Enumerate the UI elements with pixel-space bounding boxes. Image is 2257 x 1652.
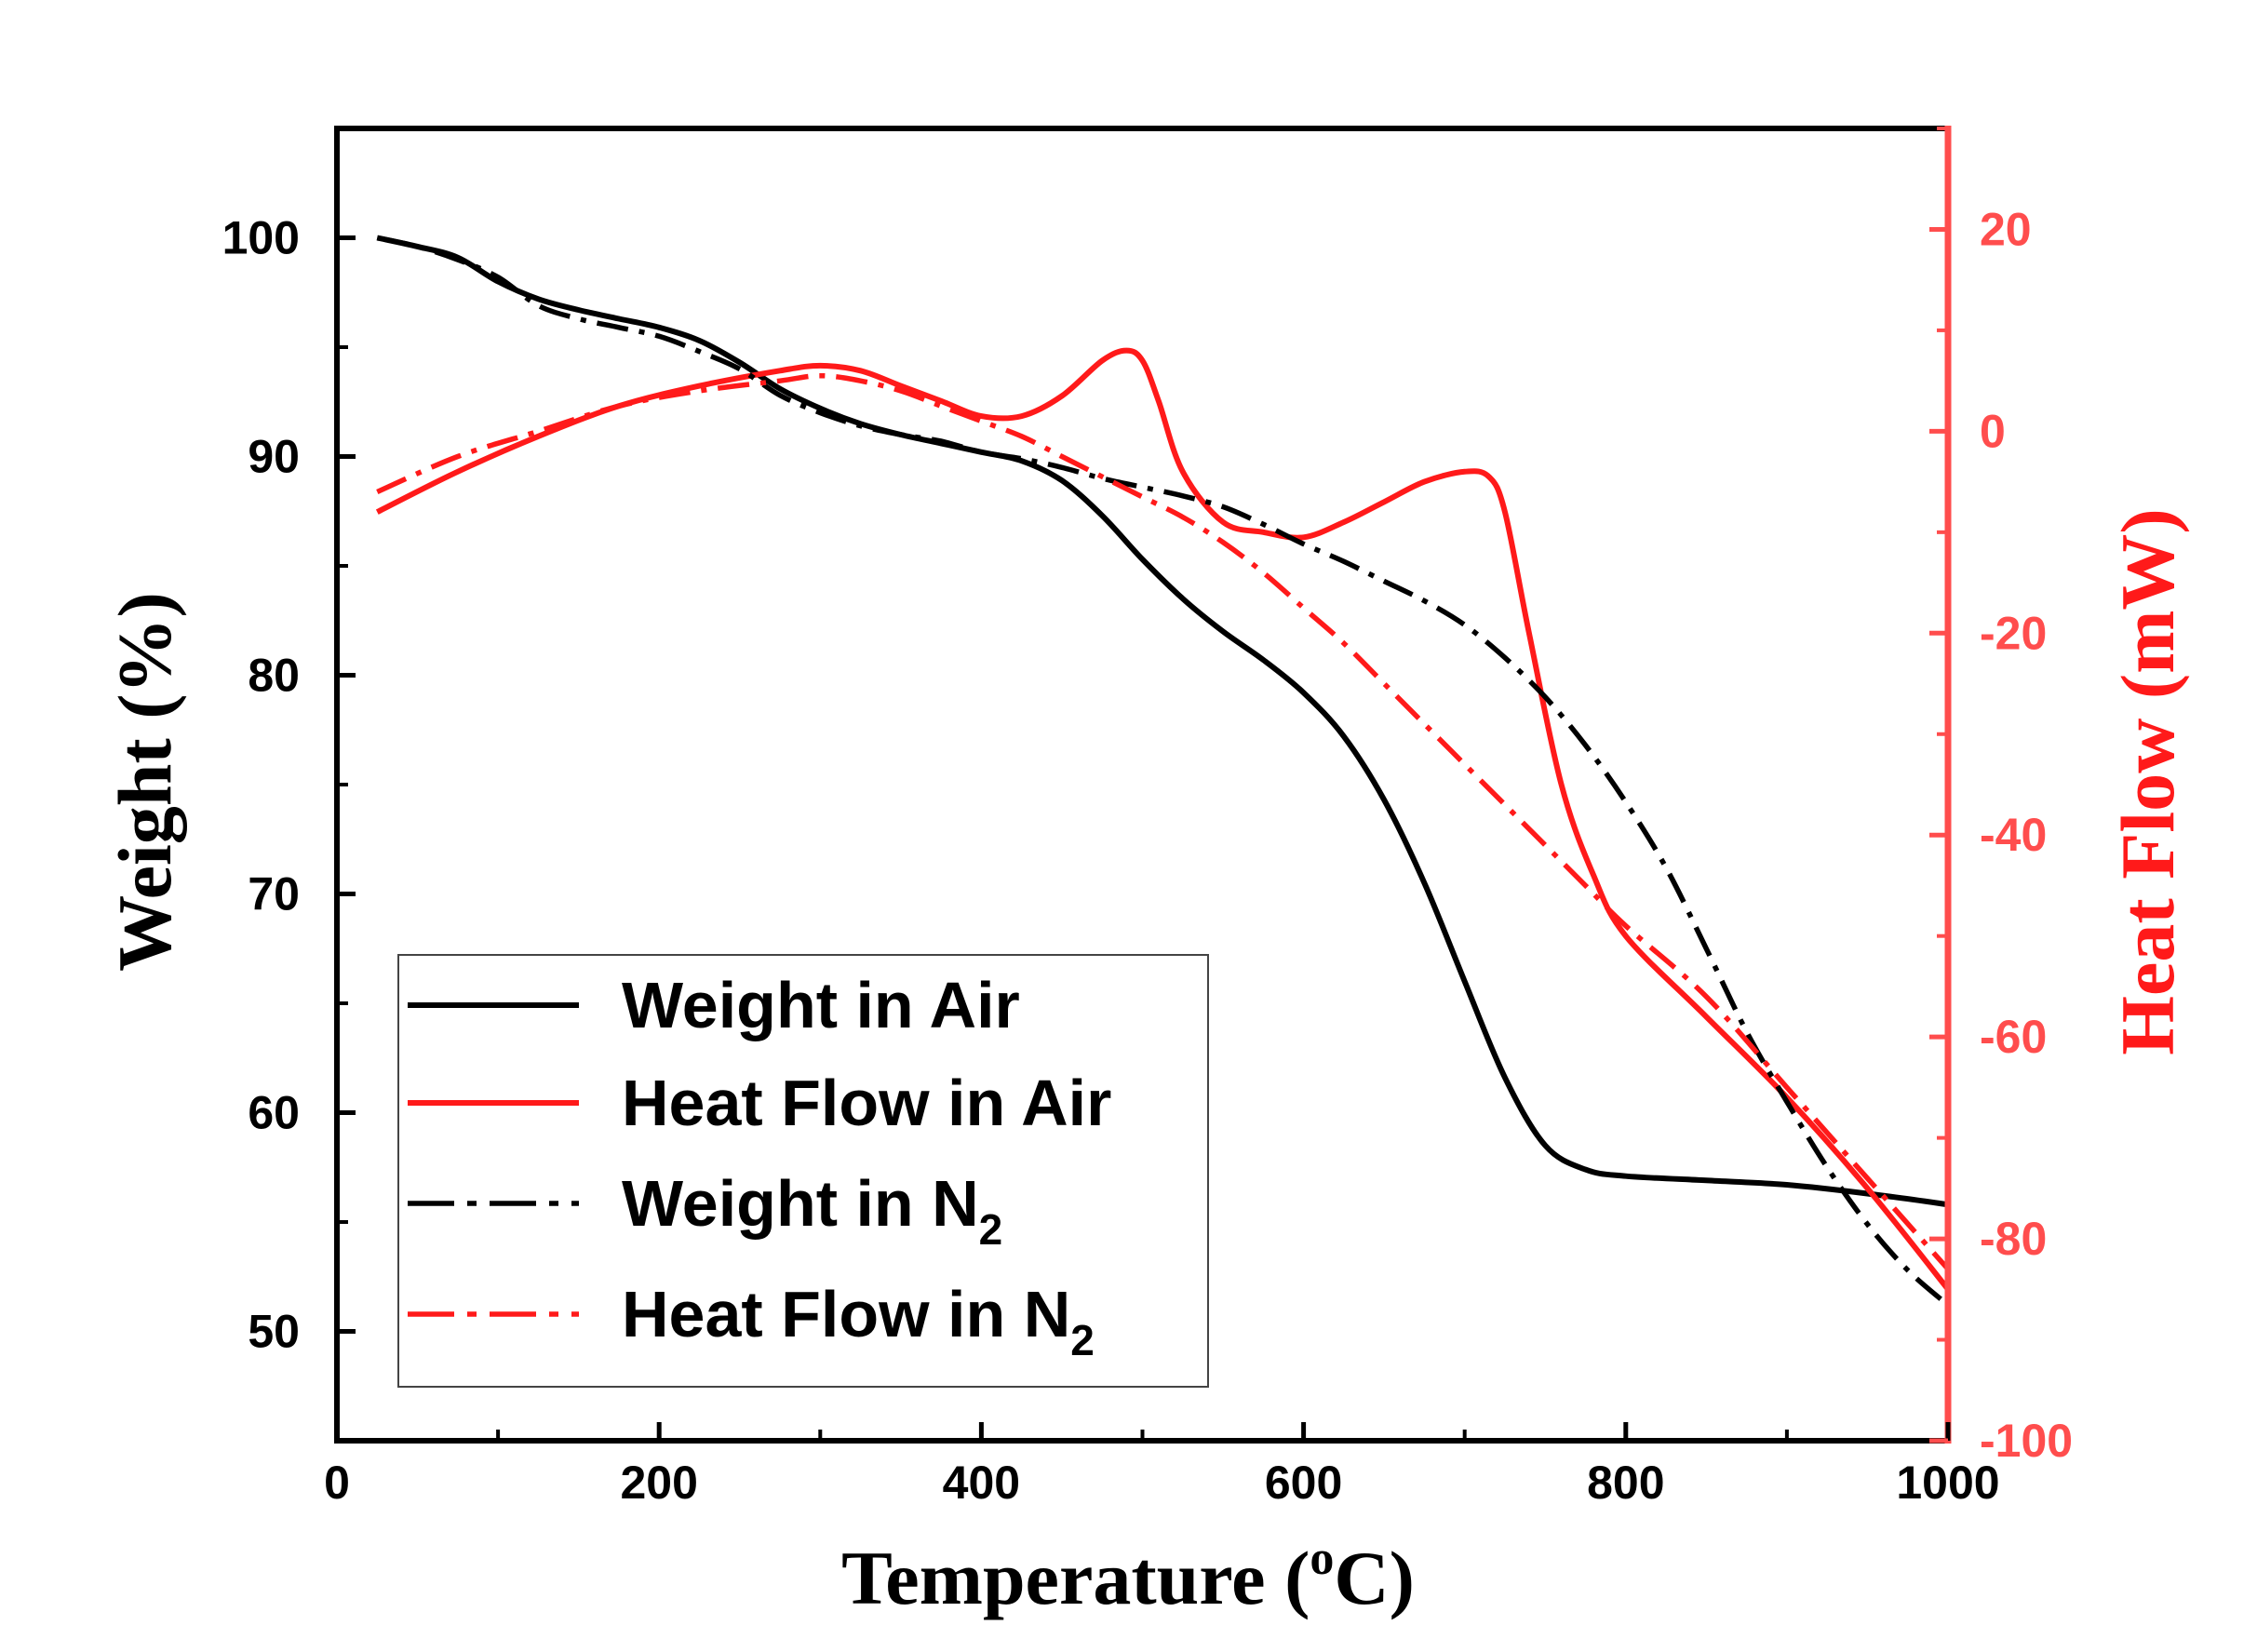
legend-label-weight-in-n2: Weight in N2	[622, 1167, 1002, 1254]
y2-tick-label: -20	[1980, 607, 2047, 659]
y-tick-label: 80	[248, 650, 300, 702]
legend-label-heat-flow-in-n2: Heat Flow in N2	[622, 1278, 1095, 1364]
series-line-weight-in-n2	[376, 235, 1950, 1308]
x-tick-label: 600	[1265, 1457, 1342, 1509]
y-tick-label: 70	[248, 868, 300, 920]
y2-tick-label: -100	[1980, 1415, 2073, 1467]
y-tick-label: 50	[248, 1306, 300, 1358]
ticks-layer: 0 200 400 600 800 10005060708090100-100-80-60…	[222, 127, 2073, 1509]
y2-tick-label: -60	[1980, 1011, 2047, 1063]
series-line-heat-flow-in-n2	[376, 372, 1951, 1271]
x-tick-label: 400	[943, 1457, 1020, 1509]
y2-tick-label: -40	[1980, 809, 2047, 861]
x-axis-title: Temperature (oC)	[841, 1532, 1415, 1620]
y-axis-title: Weight (%)	[102, 592, 187, 972]
y2-tick-label: 0	[1980, 405, 2006, 457]
y-tick-label: 90	[248, 431, 300, 483]
series-line-heat-flow-in-air	[375, 347, 1951, 1292]
y2-tick-label: 20	[1980, 203, 2032, 255]
x-tick-label: 200	[620, 1457, 697, 1509]
x-tick-label: 0	[324, 1457, 350, 1509]
legend-label-weight-in-air: Weight in Air	[622, 969, 1020, 1041]
y-tick-label: 60	[248, 1087, 300, 1139]
series-layer	[375, 235, 1951, 1308]
legend-label-heat-flow-in-air: Heat Flow in Air	[622, 1067, 1111, 1139]
x-tick-label: 1000	[1896, 1457, 1999, 1509]
y2-tick-label: -80	[1980, 1213, 2047, 1265]
y-tick-label: 100	[222, 212, 300, 264]
legend: Weight in Air Heat Flow in Air Weight in N…	[397, 954, 1209, 1388]
y2-axis-title: Heat Flow (mW)	[2105, 508, 2190, 1055]
x-tick-label: 800	[1587, 1457, 1664, 1509]
series-line-weight-in-air	[376, 235, 1949, 1208]
